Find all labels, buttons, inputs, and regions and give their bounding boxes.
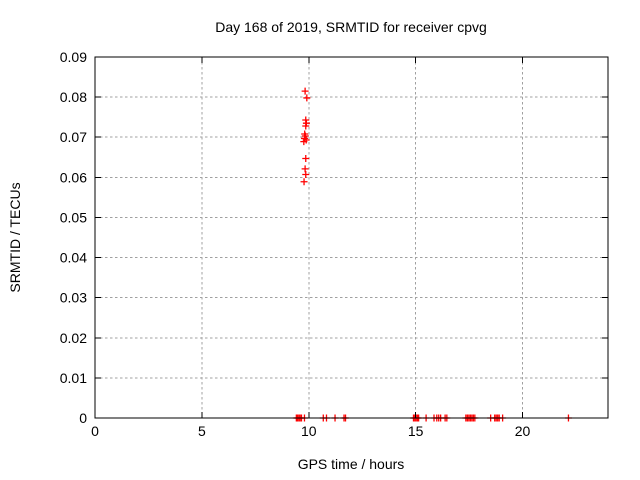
x-tick-label: 15 xyxy=(408,423,424,439)
chart-title: Day 168 of 2019, SRMTID for receiver cpv… xyxy=(215,19,487,35)
data-point-marker xyxy=(302,122,310,130)
y-tick-label: 0.05 xyxy=(60,209,87,225)
y-tick-label: 0.03 xyxy=(60,290,87,306)
y-tick-label: 0.07 xyxy=(60,129,87,145)
x-axis-label: GPS time / hours xyxy=(298,456,405,472)
data-point-marker xyxy=(301,87,309,95)
data-point-marker xyxy=(302,154,310,162)
data-point-marker xyxy=(302,171,310,179)
y-axis-label: SRMTID / TECUs xyxy=(7,182,23,292)
x-tick-label: 10 xyxy=(301,423,317,439)
data-point-marker xyxy=(300,178,308,186)
tick-label-layer: 0 5 10 15 20 0 0.01 0.02 0.03 0.04 0.05 0.06 0.07 0.0… xyxy=(60,49,531,439)
x-tick-label: 5 xyxy=(198,423,206,439)
y-tick-label: 0.09 xyxy=(60,49,87,65)
x-tick-label: 0 xyxy=(91,423,99,439)
y-tick-label: 0.02 xyxy=(60,330,87,346)
plot-border xyxy=(94,56,609,419)
grid-layer xyxy=(95,57,608,418)
y-tick-label: 0.06 xyxy=(60,169,87,185)
y-tick-label: 0.04 xyxy=(60,250,87,266)
y-tick-label: 0.01 xyxy=(60,370,87,386)
x-tick-label: 20 xyxy=(515,423,531,439)
data-point-marker xyxy=(303,94,311,102)
axes-frame-layer xyxy=(94,56,609,419)
y-tick-label: 0 xyxy=(79,410,87,426)
data-point-marker xyxy=(300,138,308,146)
y-tick-label: 0.08 xyxy=(60,89,87,105)
